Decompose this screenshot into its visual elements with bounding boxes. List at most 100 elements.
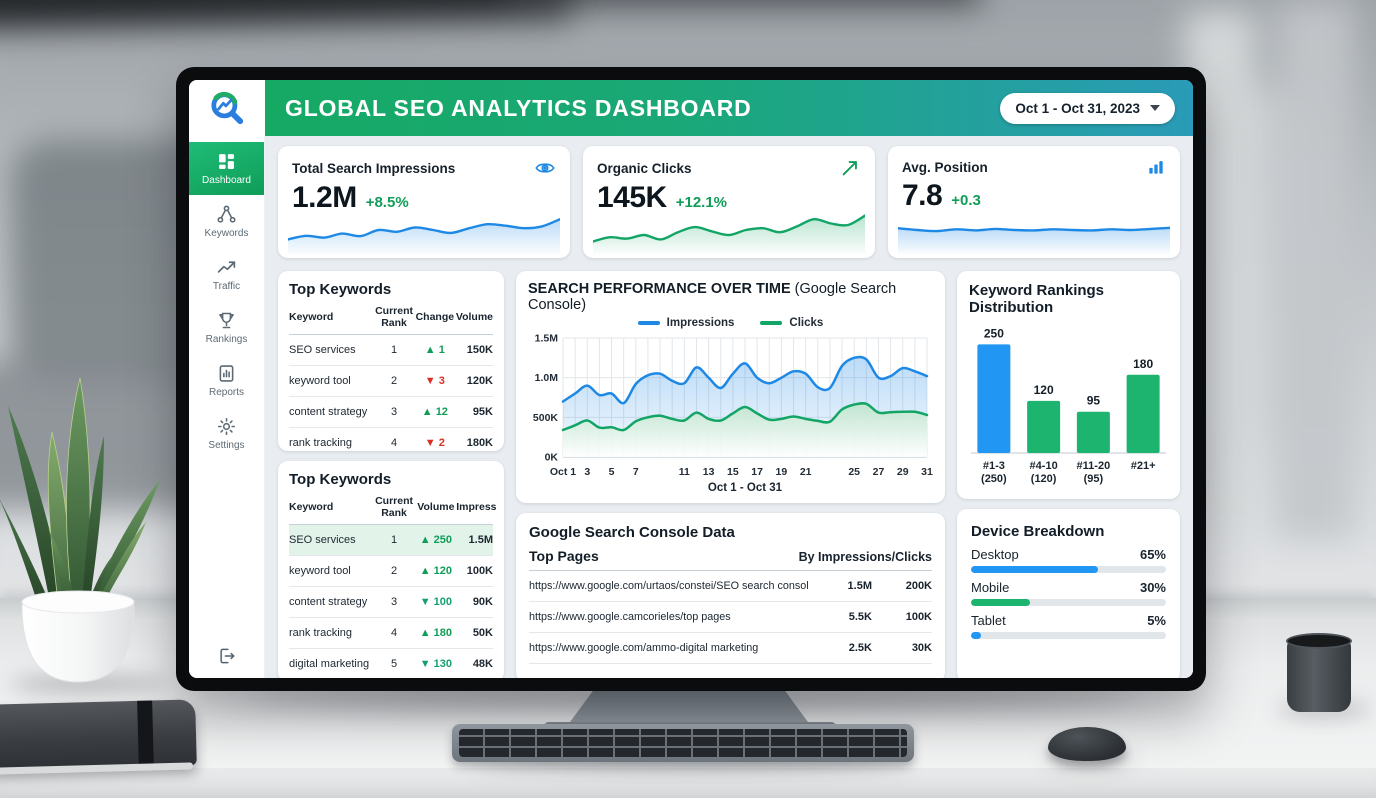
sidebar-item-dashboard[interactable]: Dashboard bbox=[189, 142, 264, 195]
svg-text:7: 7 bbox=[633, 466, 639, 478]
clicks-swatch bbox=[760, 321, 783, 325]
table-row: content strategy 3 ▲ 12 95K bbox=[289, 396, 493, 429]
impressions-swatch bbox=[637, 321, 660, 325]
date-range-value: Oct 1 - Oct 31, 2023 bbox=[1015, 100, 1140, 116]
svg-text:Oct 1: Oct 1 bbox=[550, 466, 576, 478]
svg-text:15: 15 bbox=[727, 466, 739, 478]
column-header: Impress bbox=[456, 492, 497, 526]
page-url[interactable]: https://www.google.camcorieles/top pages bbox=[529, 611, 731, 623]
svg-text:1.0M: 1.0M bbox=[535, 372, 559, 384]
card-title: Device Breakdown bbox=[971, 523, 1105, 540]
rank-change: ▲ 1 bbox=[424, 344, 445, 357]
table-row-highlighted: SEO services 1 ▲ 250 1.5M bbox=[289, 524, 493, 557]
keyboard bbox=[452, 724, 914, 762]
chart-legend: Impressions Clicks bbox=[528, 314, 933, 332]
kpi-change: +8.5% bbox=[365, 194, 409, 211]
sidebar-item-traffic[interactable]: Traffic bbox=[189, 248, 264, 301]
card-title: Top Keywords bbox=[289, 471, 392, 488]
progress-track bbox=[971, 566, 1166, 573]
cup-opening bbox=[1286, 633, 1352, 649]
svg-text:Oct 1 - Oct 31: Oct 1 - Oct 31 bbox=[708, 482, 783, 494]
kpi-label: Total Search Impressions bbox=[292, 160, 456, 176]
gsc-row: https://www.google.com/ammo-digital mark… bbox=[529, 633, 932, 664]
rank-change: ▲ 12 bbox=[421, 406, 448, 419]
distribution-column: Keyword Rankings Distribution 250 #1-3 (25… bbox=[957, 271, 1180, 678]
page-title: GLOBAL SEO ANALYTICS DASHBOARD bbox=[285, 94, 752, 121]
sidebar-item-rankings[interactable]: Rankings bbox=[189, 301, 264, 354]
rankings-trophy-icon bbox=[219, 312, 234, 329]
keyboard-keys bbox=[459, 729, 907, 757]
device-row: Mobile 30% bbox=[971, 580, 1166, 606]
rank-change: ▼ 3 bbox=[424, 375, 445, 388]
kpi-value: 145K bbox=[597, 181, 667, 214]
svg-text:25: 25 bbox=[848, 466, 860, 478]
page-impressions: 1.5M bbox=[847, 580, 872, 592]
volume-change: ▲ 180 bbox=[419, 627, 452, 640]
arrow-down-icon: ▼ bbox=[419, 596, 431, 609]
card-title: Google Search Console Data bbox=[529, 524, 735, 541]
top-keywords-rank-table: Keyword Current Rank Change Volume SEO s… bbox=[289, 302, 493, 460]
table-row: rank tracking 4 ▼ 2 180K bbox=[289, 427, 493, 460]
svg-text:#21+: #21+ bbox=[1131, 460, 1156, 472]
sidebar: Dashboard Keywords Traffic bbox=[189, 136, 265, 678]
svg-text:#4-10: #4-10 bbox=[1030, 460, 1058, 472]
svg-text:250: 250 bbox=[984, 326, 1004, 340]
gsc-row: https://www.google.com/urtaos/constei/SE… bbox=[529, 571, 932, 602]
svg-text:21: 21 bbox=[800, 466, 812, 478]
sidebar-item-settings[interactable]: Settings bbox=[189, 407, 264, 460]
progress-fill bbox=[971, 599, 1030, 606]
performance-column: SEARCH PERFORMANCE OVER TIME (Google Sea… bbox=[516, 271, 945, 678]
position-sparkline bbox=[898, 208, 1170, 254]
search-performance-card: SEARCH PERFORMANCE OVER TIME (Google Sea… bbox=[516, 271, 945, 503]
gsc-table-header: Top Pages By Impressions/Clicks bbox=[529, 541, 932, 571]
dashboard-content: Total Search Impressions 1.2M +8.5% bbox=[265, 136, 1193, 678]
volume-change: ▲ 120 bbox=[419, 565, 452, 578]
sidebar-item-label: Dashboard bbox=[202, 175, 251, 186]
page-url[interactable]: https://www.google.com/ammo-digital mark… bbox=[529, 642, 759, 654]
gsc-row: https://www.google.camcorieles/top pages… bbox=[529, 602, 932, 633]
sidebar-item-label: Reports bbox=[208, 387, 244, 398]
top-keywords-rank-card: Top Keywords Keyword Current Rank Change… bbox=[278, 271, 504, 460]
page-clicks: 200K bbox=[905, 580, 932, 592]
reports-doc-icon bbox=[219, 365, 234, 382]
impressions-sparkline bbox=[288, 208, 560, 254]
sidebar-item-keywords[interactable]: Keywords bbox=[189, 195, 264, 248]
kpi-label: Organic Clicks bbox=[597, 160, 692, 176]
logout-icon bbox=[219, 648, 234, 664]
monitor-stand bbox=[567, 688, 811, 726]
sidebar-item-reports[interactable]: Reports bbox=[189, 354, 264, 407]
kpi-value: 1.2M bbox=[292, 181, 357, 214]
date-range-selector[interactable]: Oct 1 - Oct 31, 2023 bbox=[1000, 92, 1175, 124]
page-url[interactable]: https://www.google.com/urtaos/constei/SE… bbox=[529, 580, 808, 592]
device-row: Tablet 5% bbox=[971, 613, 1166, 639]
app-header: GLOBAL SEO ANALYTICS DASHBOARD Oct 1 - O… bbox=[265, 80, 1193, 136]
arrow-down-icon: ▼ bbox=[424, 375, 436, 388]
seo-logo-icon bbox=[211, 91, 244, 125]
table-row: content strategy 3 ▼ 100 90K bbox=[289, 586, 493, 619]
kpi-change: +0.3 bbox=[951, 192, 981, 209]
rank-change: ▼ 2 bbox=[424, 437, 445, 450]
table-row: keyword tool 2 ▼ 3 120K bbox=[289, 365, 493, 398]
plant-shadow bbox=[10, 676, 170, 692]
kpi-row: Total Search Impressions 1.2M +8.5% bbox=[278, 146, 1180, 258]
device-breakdown-card: Device Breakdown Desktop 65% Mobile 30% Ta… bbox=[957, 509, 1180, 678]
progress-track bbox=[971, 632, 1166, 639]
table-row: rank tracking 4 ▲ 180 50K bbox=[289, 617, 493, 650]
settings-gear-icon bbox=[218, 418, 235, 435]
progress-fill bbox=[971, 566, 1098, 573]
progress-track bbox=[971, 599, 1166, 606]
arrow-up-icon: ▲ bbox=[419, 534, 431, 547]
logout-button[interactable] bbox=[189, 646, 264, 666]
arrow-up-icon: ▲ bbox=[419, 627, 431, 640]
kpi-value: 7.8 bbox=[902, 179, 943, 212]
column-header: Keyword bbox=[289, 302, 373, 336]
coffee-cup bbox=[1286, 633, 1352, 712]
svg-text:1.5M: 1.5M bbox=[535, 333, 559, 345]
page-clicks: 100K bbox=[905, 611, 932, 623]
kpi-card-position: Avg. Position 7.8 +0.3 bbox=[888, 146, 1180, 258]
svg-text:120: 120 bbox=[1034, 383, 1054, 397]
kpi-card-impressions: Total Search Impressions 1.2M +8.5% bbox=[278, 146, 570, 258]
keywords-nodes-icon bbox=[217, 205, 236, 223]
chart-title: SEARCH PERFORMANCE OVER TIME (Google Sea… bbox=[528, 281, 897, 313]
page-impressions: 5.5K bbox=[848, 611, 872, 623]
